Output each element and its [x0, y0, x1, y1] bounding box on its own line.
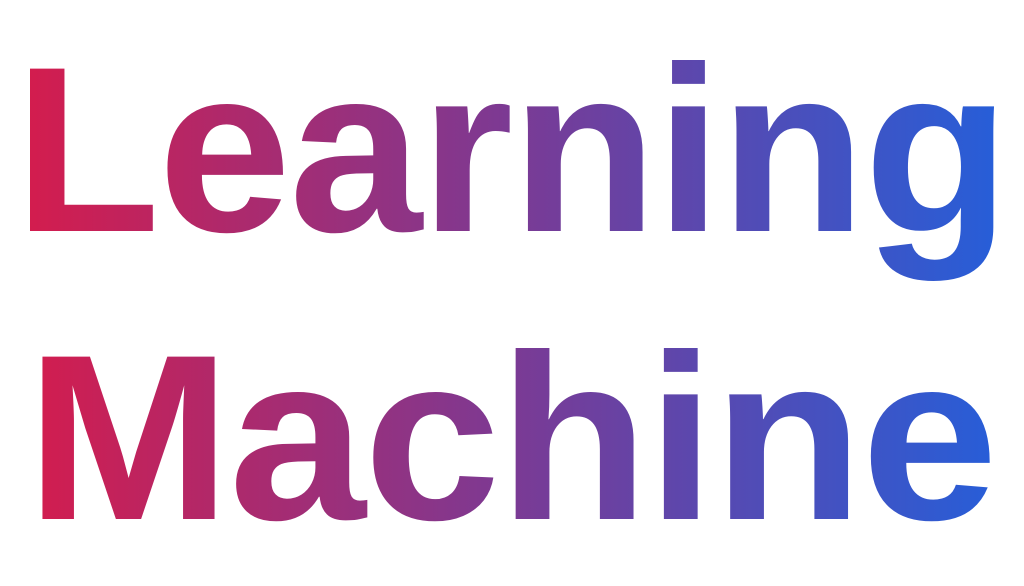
title-line-machine: Machine [26, 306, 996, 570]
title-line-learning: Learning [14, 18, 1008, 282]
